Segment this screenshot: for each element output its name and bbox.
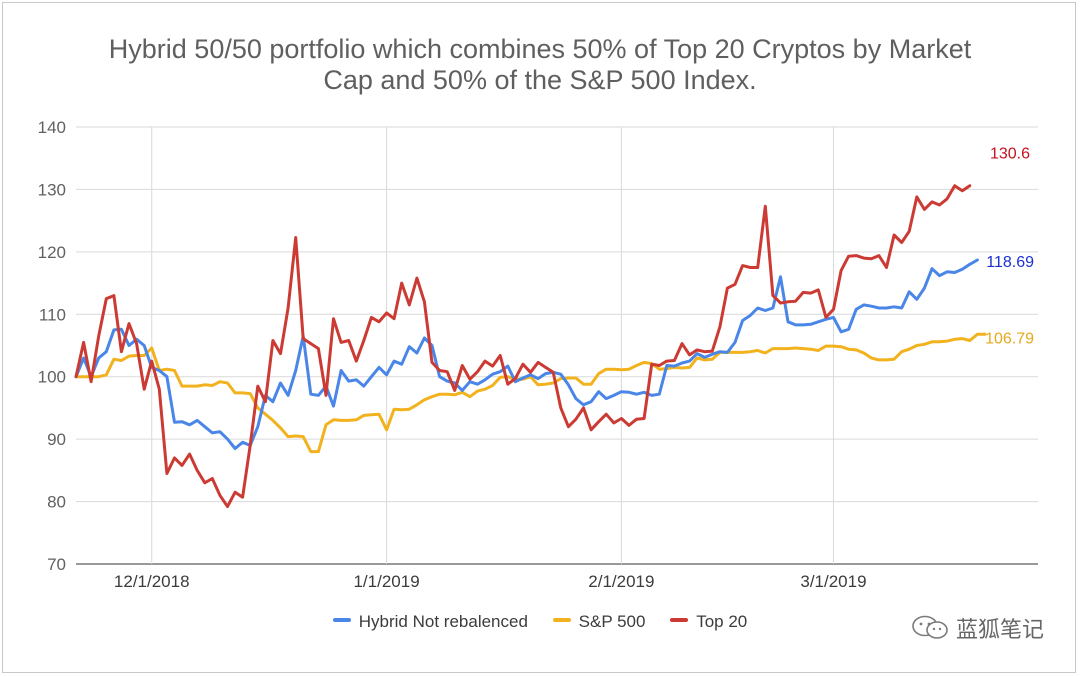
x-tick-label: 12/1/2018 (114, 572, 190, 591)
watermark-text: 蓝狐笔记 (955, 617, 1044, 642)
y-axis-ticks: 70 80 90 100 110 120 130 140 (38, 118, 66, 574)
x-axis-ticks: 12/1/2018 1/1/2019 2/1/2019 3/1/2019 (114, 572, 867, 591)
legend-item-sp500[interactable]: S&P 500 (552, 611, 646, 632)
chart-title-line-2: Cap and 50% of the S&P 500 Index. (323, 65, 757, 95)
y-tick-label: 120 (38, 243, 66, 262)
series-lines (74, 184, 987, 509)
series-line-2 (74, 184, 972, 509)
legend-label-top20: Top 20 (696, 611, 748, 631)
watermark: 蓝狐笔记 (910, 612, 1044, 644)
legend-swatch-sp500 (552, 618, 571, 623)
legend-swatch-top20 (670, 618, 689, 623)
y-tick-label: 80 (47, 493, 66, 512)
y-tick-label: 140 (38, 118, 66, 137)
x-tick-label: 3/1/2019 (800, 572, 866, 591)
legend-label-sp500: S&P 500 (578, 611, 646, 631)
legend-label-hybrid: Hybrid Not rebalenced (358, 611, 528, 631)
series-line-0 (74, 258, 979, 450)
end-label-2: 130.6 (990, 146, 1030, 163)
legend-item-hybrid[interactable]: Hybrid Not rebalenced (332, 611, 528, 632)
y-tick-label: 110 (39, 305, 66, 324)
x-tick-label: 2/1/2019 (588, 572, 654, 591)
y-tick-label: 90 (47, 430, 66, 449)
chart-title-line-1: Hybrid 50/50 portfolio which combines 50… (108, 34, 972, 64)
series-line-1 (74, 332, 987, 454)
legend-swatch-hybrid (332, 618, 351, 623)
end-labels: 118.69 106.79 130.6 (985, 146, 1034, 348)
end-label-0: 118.69 (986, 254, 1034, 271)
legend: Hybrid Not rebalenced S&P 500 Top 20 (0, 611, 1080, 632)
y-tick-label: 130 (38, 180, 66, 199)
chart-title: Hybrid 50/50 portfolio which combines 50… (0, 34, 1080, 96)
legend-item-top20[interactable]: Top 20 (670, 612, 747, 632)
end-label-1: 106.79 (985, 330, 1034, 347)
y-tick-label: 70 (47, 555, 66, 574)
wechat-icon (912, 615, 948, 639)
y-tick-label: 100 (38, 368, 66, 387)
x-tick-label: 1/1/2019 (353, 572, 419, 591)
